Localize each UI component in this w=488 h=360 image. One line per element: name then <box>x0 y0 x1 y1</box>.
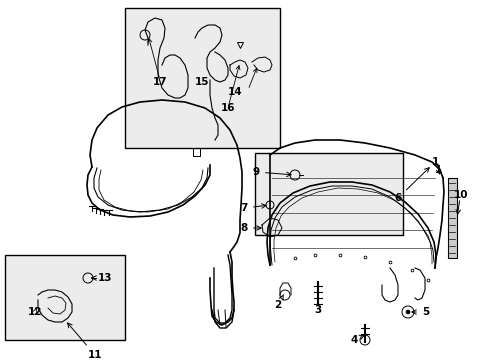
Text: 1: 1 <box>430 157 438 167</box>
Text: 10: 10 <box>453 190 468 200</box>
Text: 4: 4 <box>350 335 363 345</box>
Bar <box>254 153 402 235</box>
Bar <box>125 8 280 148</box>
Text: 7: 7 <box>240 203 265 213</box>
Text: 8: 8 <box>240 223 261 233</box>
Bar <box>447 178 456 258</box>
Text: 14: 14 <box>227 87 242 97</box>
Text: 13: 13 <box>92 273 112 283</box>
Text: 6: 6 <box>393 168 428 203</box>
Text: 15: 15 <box>194 77 209 87</box>
Text: 16: 16 <box>220 103 235 113</box>
Text: 1: 1 <box>434 165 441 175</box>
Text: 11: 11 <box>67 323 102 360</box>
Text: 2: 2 <box>274 295 283 310</box>
Text: 17: 17 <box>152 77 167 87</box>
Bar <box>5 255 125 340</box>
Text: 12: 12 <box>28 307 42 317</box>
Text: 5: 5 <box>411 307 428 317</box>
Text: 9: 9 <box>252 167 290 177</box>
Circle shape <box>405 310 409 314</box>
Text: 3: 3 <box>314 305 321 315</box>
